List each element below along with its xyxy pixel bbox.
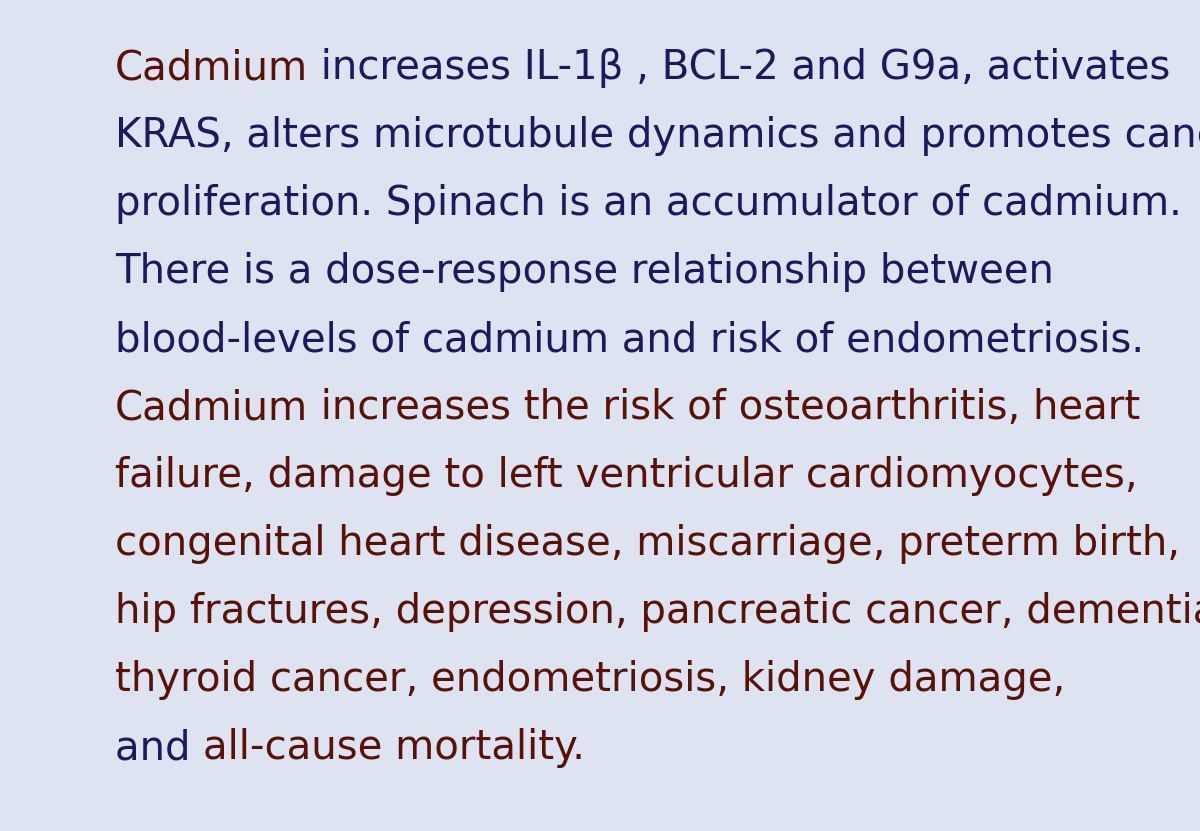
- Text: KRAS, alters microtubule dynamics and promotes cancer: KRAS, alters microtubule dynamics and pr…: [115, 116, 1200, 156]
- Text: increases IL-1β , BCL-2 and G9a, activates: increases IL-1β , BCL-2 and G9a, activat…: [308, 48, 1170, 88]
- Text: Cadmium: Cadmium: [115, 388, 308, 428]
- Text: thyroid cancer, endometriosis, kidney damage,: thyroid cancer, endometriosis, kidney da…: [115, 660, 1066, 700]
- Text: There is a dose-response relationship between: There is a dose-response relationship be…: [115, 252, 1054, 292]
- Text: congenital heart disease, miscarriage, preterm birth,: congenital heart disease, miscarriage, p…: [115, 524, 1180, 564]
- Text: proliferation. Spinach is an accumulator of cadmium.: proliferation. Spinach is an accumulator…: [115, 184, 1182, 224]
- Text: hip fractures, depression, pancreatic cancer, dementia,: hip fractures, depression, pancreatic ca…: [115, 592, 1200, 632]
- Text: and: and: [115, 728, 203, 768]
- Text: failure, damage to left ventricular cardiomyocytes,: failure, damage to left ventricular card…: [115, 456, 1138, 496]
- Text: blood-levels of cadmium and risk of endometriosis.: blood-levels of cadmium and risk of endo…: [115, 320, 1144, 360]
- Text: all-cause mortality.: all-cause mortality.: [203, 728, 586, 768]
- Text: Cadmium: Cadmium: [115, 48, 308, 88]
- Text: increases the risk of osteoarthritis, heart: increases the risk of osteoarthritis, he…: [308, 388, 1140, 428]
